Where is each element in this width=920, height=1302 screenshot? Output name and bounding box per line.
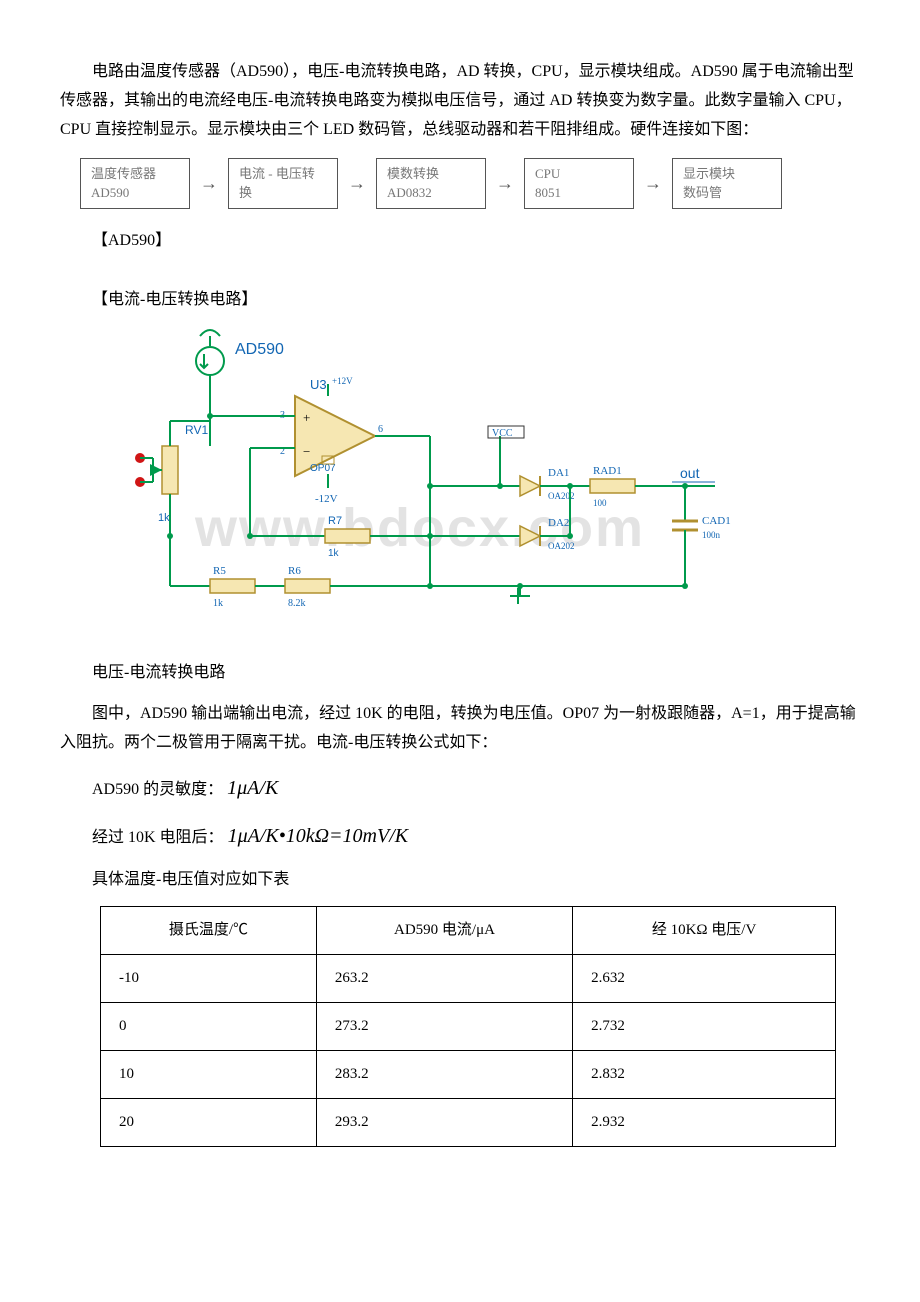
circuit-schematic: www.bdocx.com AD590 RV1 1k + − 3 2 6 U3 … xyxy=(100,326,860,647)
flow-box-line1: 显示模块 xyxy=(683,165,771,183)
opamp-u3: + − 3 2 6 U3 OP07 +12V -12V xyxy=(280,376,383,505)
intro-paragraph: 电路由温度传感器（AD590），电压-电流转换电路，AD 转换，CPU，显示模块… xyxy=(60,58,860,144)
block-diagram: 温度传感器 AD590 → 电流 - 电压转 换 → 模数转换 AD0832 →… xyxy=(80,158,860,208)
label-out: out xyxy=(680,465,700,481)
table-cell: 283.2 xyxy=(316,1051,572,1099)
table-cell: 293.2 xyxy=(316,1099,572,1147)
flow-box-line1: 模数转换 xyxy=(387,165,475,183)
svg-text:−: − xyxy=(303,444,310,459)
table-cell: 263.2 xyxy=(316,955,572,1003)
table-cell: 0 xyxy=(101,1003,317,1051)
cad1-symbol: CAD1 100n xyxy=(672,486,731,586)
flow-box-display: 显示模块 数码管 xyxy=(672,158,782,208)
label-r7: R7 xyxy=(328,515,342,527)
label-plus12v: +12V xyxy=(332,376,353,386)
ad590-symbol: AD590 xyxy=(196,330,284,421)
table-cell: 2.732 xyxy=(573,1003,836,1051)
flow-box-sensor: 温度传感器 AD590 xyxy=(80,158,190,208)
explain-paragraph: 图中，AD590 输出端输出电流，经过 10K 的电阻，转换为电压值。OP07 … xyxy=(60,700,860,758)
r6-symbol: R6 8.2k xyxy=(255,565,430,609)
label-op07: OP07 xyxy=(310,463,336,474)
table-row: 20293.22.932 xyxy=(101,1099,836,1147)
label-cad1-val: 100n xyxy=(702,530,721,540)
conversion-line: 经过 10K 电阻后： 1μA/K•10kΩ=10mV/K xyxy=(60,818,860,854)
arrow-icon: → xyxy=(194,167,224,199)
label-rad1-val: 100 xyxy=(593,498,607,508)
section-ad590: 【AD590】 xyxy=(60,227,860,256)
label-r5-val: 1k xyxy=(213,598,223,609)
arrow-icon: → xyxy=(638,167,668,199)
circuit-caption: 电压-电流转换电路 xyxy=(60,659,860,688)
table-header: 经 10KΩ 电压/V xyxy=(573,907,836,955)
table-intro: 具体温度-电压值对应如下表 xyxy=(60,866,860,895)
circuit-svg: www.bdocx.com AD590 RV1 1k + − 3 2 6 U3 … xyxy=(100,326,740,636)
label-vcc: VCC xyxy=(492,428,513,439)
flow-box-cpu: CPU 8051 xyxy=(524,158,634,208)
sensitivity-label: AD590 的灵敏度： xyxy=(92,781,223,798)
section-iv-circuit: 【电流-电压转换电路】 xyxy=(60,286,860,315)
table-cell: 20 xyxy=(101,1099,317,1147)
label-r6-val: 8.2k xyxy=(288,598,306,609)
label-da2: DA2 xyxy=(548,517,569,529)
flow-box-line2: 换 xyxy=(239,184,327,202)
table-cell: 273.2 xyxy=(316,1003,572,1051)
watermark-text: www.bdocx.com xyxy=(194,498,645,558)
flow-box-line2: AD590 xyxy=(91,184,179,202)
table-cell: -10 xyxy=(101,955,317,1003)
table-header: 摄氏温度/℃ xyxy=(101,907,317,955)
flow-box-iv: 电流 - 电压转 换 xyxy=(228,158,338,208)
flow-box-line1: 温度传感器 xyxy=(91,165,179,183)
table-cell: 2.932 xyxy=(573,1099,836,1147)
label-ad590: AD590 xyxy=(235,341,284,358)
label-r7-val: 1k xyxy=(328,548,340,559)
temp-voltage-table: 摄氏温度/℃ AD590 电流/μA 经 10KΩ 电压/V -10263.22… xyxy=(100,906,836,1147)
sensitivity-line: AD590 的灵敏度： 1μA/K xyxy=(60,770,860,806)
svg-text:6: 6 xyxy=(378,424,383,435)
table-cell: 10 xyxy=(101,1051,317,1099)
conversion-formula: 1μA/K•10kΩ=10mV/K xyxy=(228,825,409,847)
label-rad1: RAD1 xyxy=(593,465,622,477)
label-cad1: CAD1 xyxy=(702,515,731,527)
label-rv1: RV1 xyxy=(185,423,208,437)
table-row: -10263.22.632 xyxy=(101,955,836,1003)
label-minus12v: -12V xyxy=(315,493,338,505)
conversion-label: 经过 10K 电阻后： xyxy=(92,829,224,846)
table-header: AD590 电流/μA xyxy=(316,907,572,955)
table-header-row: 摄氏温度/℃ AD590 电流/μA 经 10KΩ 电压/V xyxy=(101,907,836,955)
label-rv1-val: 1k xyxy=(158,512,170,524)
arrow-icon: → xyxy=(342,167,372,199)
da1-symbol: DA1 OA202 xyxy=(500,467,575,501)
arrow-icon: → xyxy=(490,167,520,199)
flow-box-line2: 8051 xyxy=(535,184,623,202)
flow-box-adc: 模数转换 AD0832 xyxy=(376,158,486,208)
svg-text:+: + xyxy=(303,410,310,425)
label-r5: R5 xyxy=(213,565,226,577)
label-r6: R6 xyxy=(288,565,301,577)
flow-box-line1: CPU xyxy=(535,165,623,183)
table-row: 0273.22.732 xyxy=(101,1003,836,1051)
flow-box-line1: 电流 - 电压转 xyxy=(239,165,327,183)
flow-box-line2: AD0832 xyxy=(387,184,475,202)
table-row: 10283.22.832 xyxy=(101,1051,836,1099)
label-da2-val: OA202 xyxy=(548,541,575,551)
flow-box-line2: 数码管 xyxy=(683,184,771,202)
table-cell: 2.832 xyxy=(573,1051,836,1099)
table-cell: 2.632 xyxy=(573,955,836,1003)
label-u3: U3 xyxy=(310,377,327,392)
label-da1: DA1 xyxy=(548,467,569,479)
sensitivity-formula: 1μA/K xyxy=(227,777,278,799)
